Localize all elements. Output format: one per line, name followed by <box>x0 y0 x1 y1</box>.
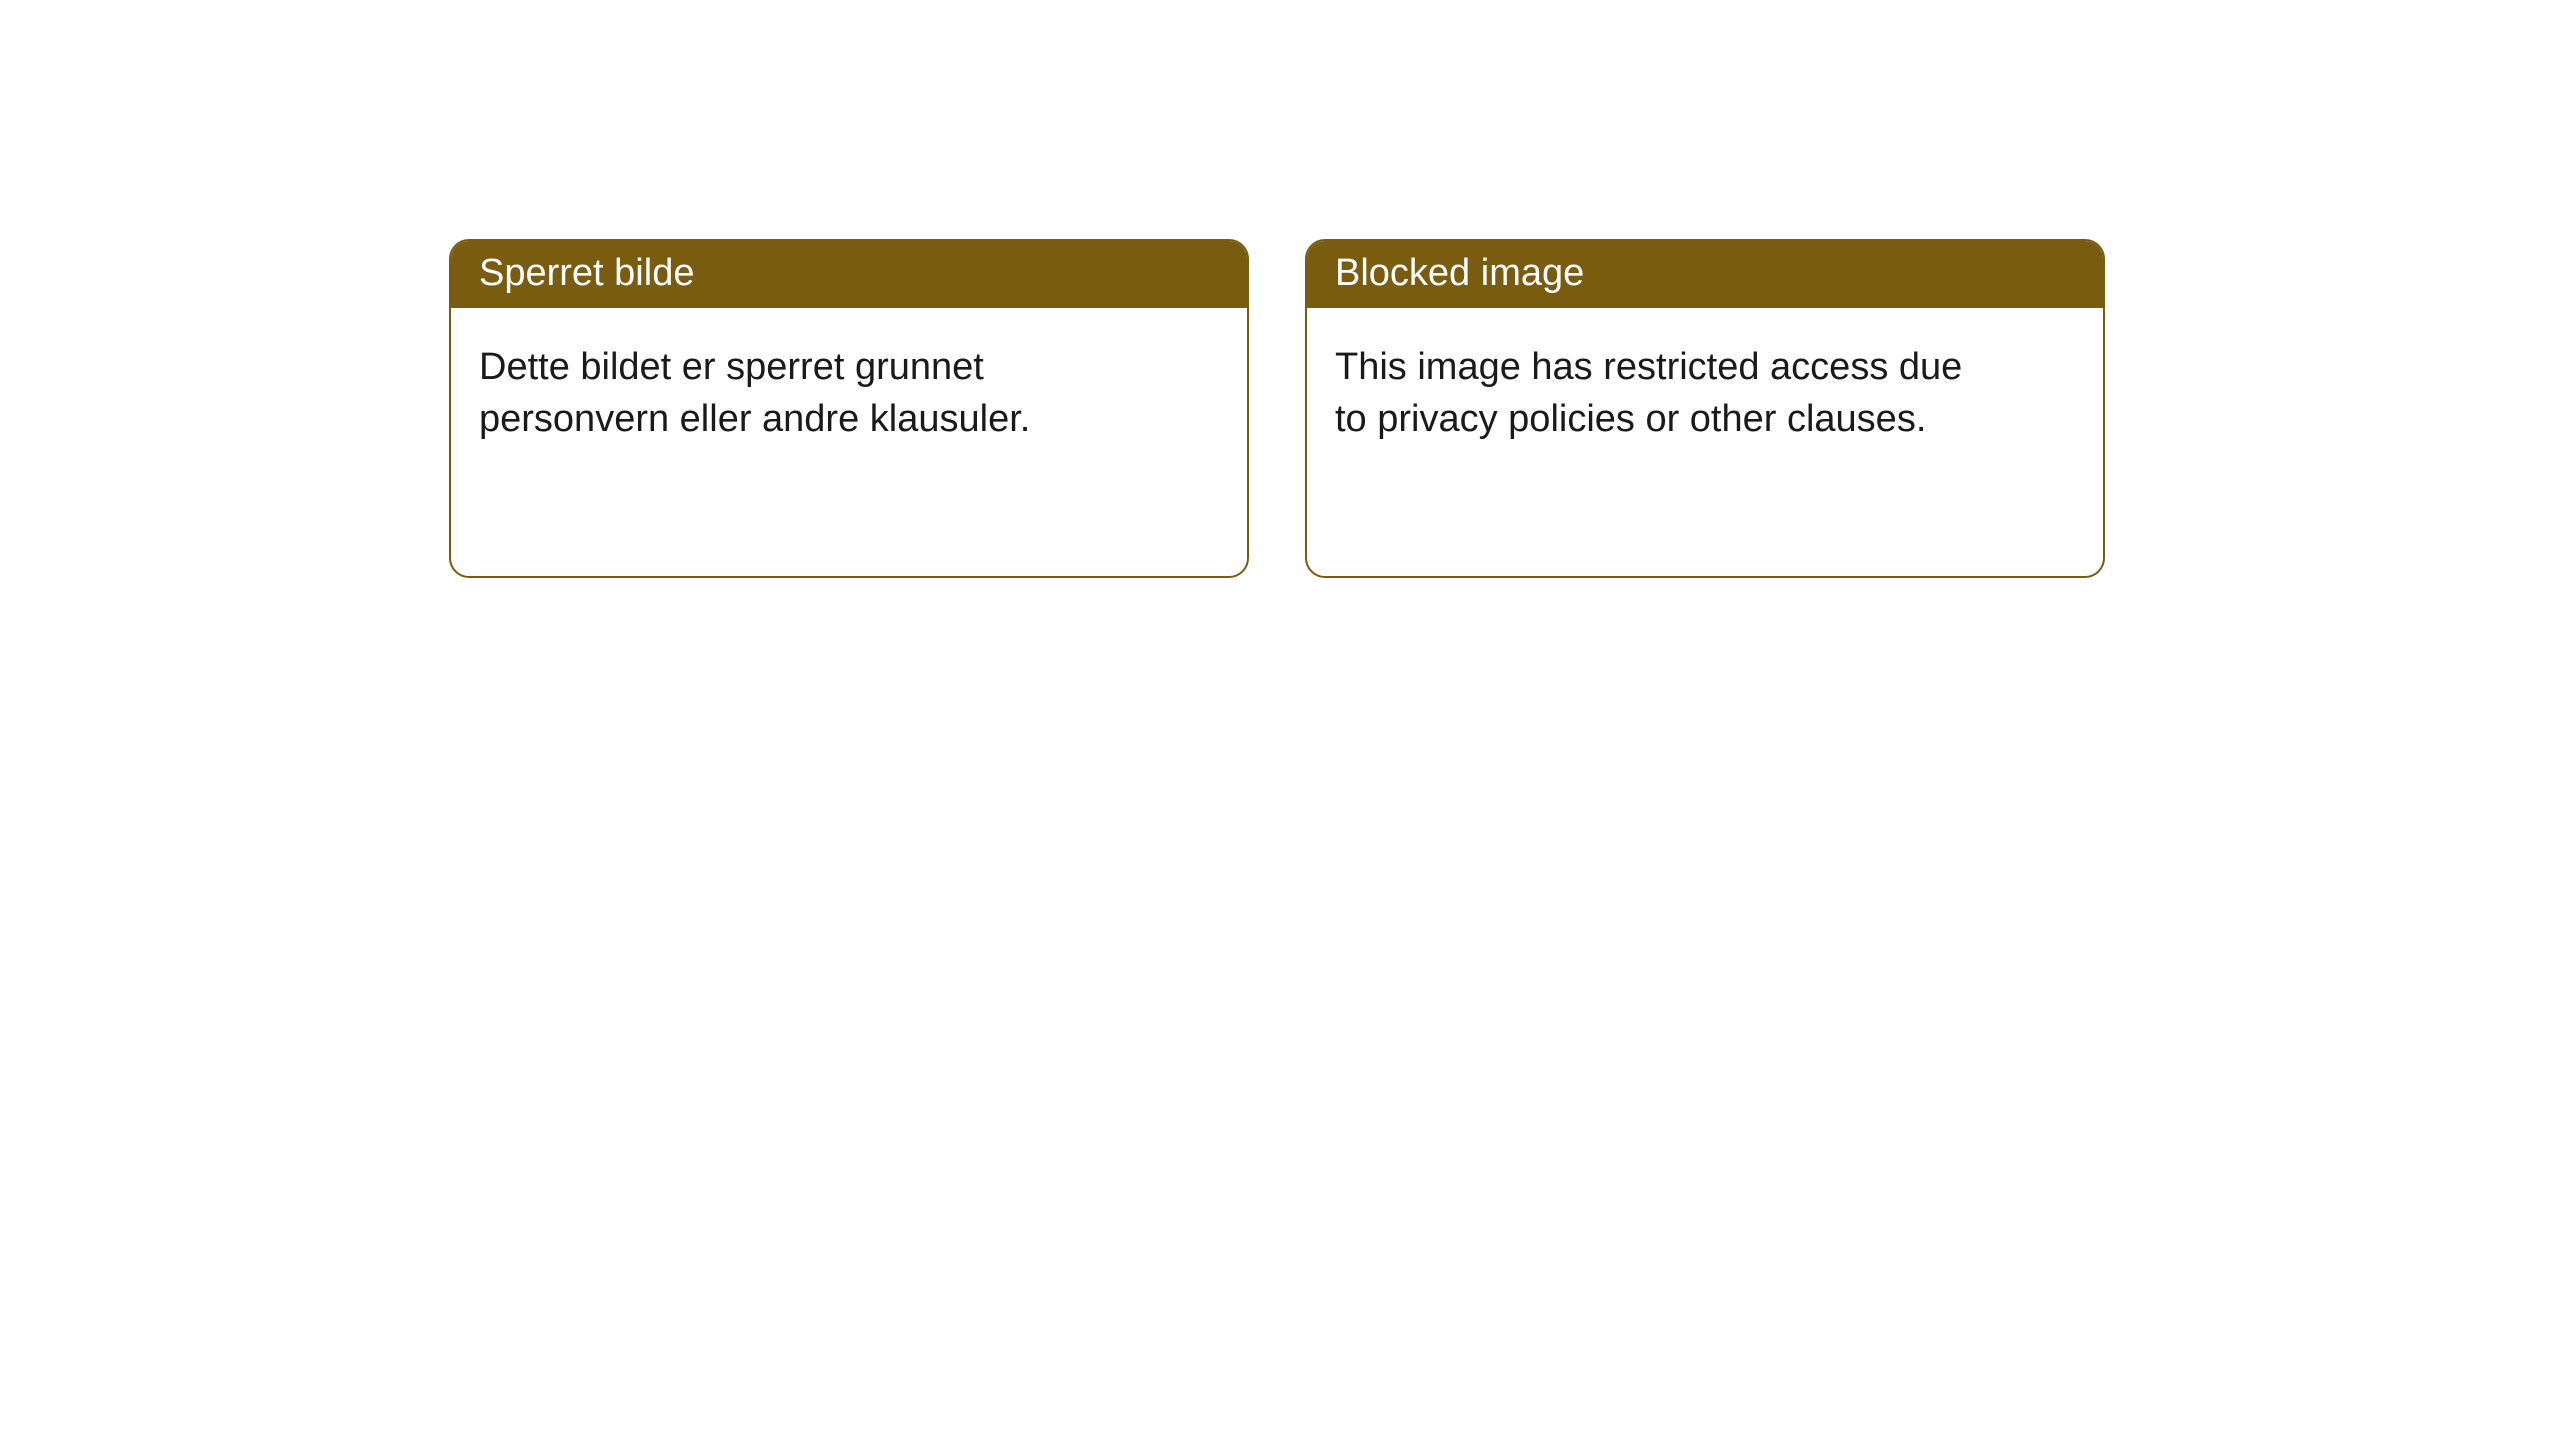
notice-text-en: This image has restricted access due to … <box>1335 342 1975 445</box>
notice-title-no: Sperret bilde <box>479 252 694 294</box>
notice-card-en: Blocked image This image has restricted … <box>1305 239 2105 578</box>
notice-body-en: This image has restricted access due to … <box>1307 308 2103 576</box>
notice-container: Sperret bilde Dette bildet er sperret gr… <box>0 0 2560 578</box>
notice-header-en: Blocked image <box>1307 241 2103 308</box>
notice-card-no: Sperret bilde Dette bildet er sperret gr… <box>449 239 1249 578</box>
notice-title-en: Blocked image <box>1335 252 1584 294</box>
notice-body-no: Dette bildet er sperret grunnet personve… <box>451 308 1247 576</box>
notice-text-no: Dette bildet er sperret grunnet personve… <box>479 342 1119 445</box>
notice-header-no: Sperret bilde <box>451 241 1247 308</box>
